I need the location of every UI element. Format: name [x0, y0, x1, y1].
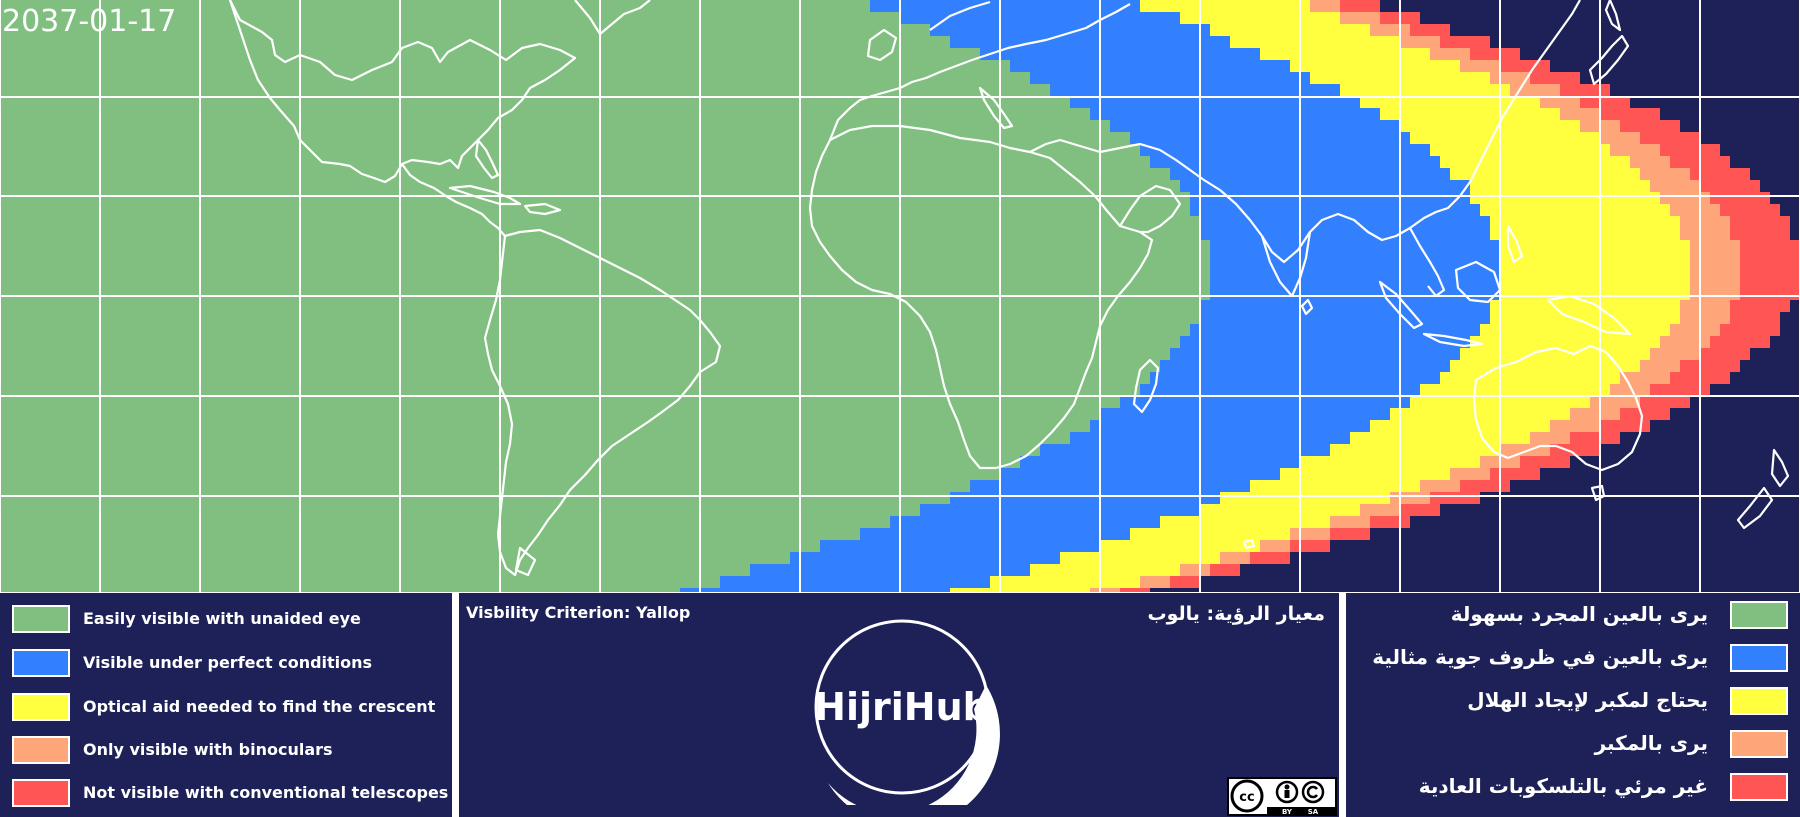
legend-swatch-yellow [1730, 687, 1788, 715]
coast-india [1260, 231, 1312, 298]
coast-britain [866, 28, 898, 62]
coast-europe [828, 3, 1131, 141]
coast-south-georgia [1242, 538, 1256, 550]
coast-central-america [401, 163, 506, 237]
by-text: BY [1282, 808, 1293, 816]
legend-item-ar-perfect-conditions: يرى بالعين في ظروف جوية مثالية [1346, 644, 1800, 674]
legend-label-ar: يرى بالمكبر [1594, 731, 1708, 755]
legend-swatch-green [1730, 601, 1788, 629]
legend-swatch-orange [12, 736, 70, 764]
coast-sumatra [1378, 280, 1424, 330]
legend-swatch-green [12, 605, 70, 633]
coast-new-zealand-north [1770, 448, 1790, 488]
coast-tierra-del-fuego [514, 546, 537, 577]
legend-item-ar-binoculars: يرى بالمكبر [1346, 730, 1800, 760]
legend-item-ar-easily-visible: يرى بالعين المجرد بسهولة [1346, 601, 1800, 631]
coast-arabia [1119, 184, 1182, 234]
coast-madagascar [1132, 358, 1160, 414]
coast-philippines [1506, 224, 1524, 264]
coastlines [228, 0, 1790, 577]
legend-label-ar: يحتاج لمكبر لإيجاد الهلال [1467, 688, 1708, 712]
legend-label-ar: يرى بالعين المجرد بسهولة [1450, 602, 1708, 626]
legend-item-binoculars: Only visible with binoculars [12, 736, 452, 766]
sa-text: SA [1308, 808, 1319, 816]
visibility-map [0, 0, 1800, 592]
coast-sri-lanka [1300, 298, 1314, 316]
legend-label-ar: غير مرئي بالتلسكوبات العادية [1418, 774, 1708, 798]
legend-swatch-yellow [12, 693, 70, 721]
coast-asia [1029, 0, 1581, 264]
legend-swatch-orange [1730, 730, 1788, 758]
hijrihub-logo: HijriHub [814, 619, 1000, 805]
coast-north-america [228, 0, 577, 184]
legend-label-ar: يرى بالعين في ظروف جوية مثالية [1372, 645, 1708, 669]
legend-label: Not visible with conventional telescopes [83, 783, 449, 802]
legend-label: Optical aid needed to find the crescent [83, 697, 436, 716]
logo-text: HijriHub [814, 685, 990, 729]
legend-swatch-blue [12, 649, 70, 677]
coast-japan [1588, 34, 1630, 86]
logo-crescent-fill [828, 685, 1000, 805]
coast-java [1422, 332, 1484, 348]
english-legend-panel: Easily visible with unaided eye Visible … [0, 593, 452, 817]
lat-lon-grid [0, 0, 1800, 592]
coast-borneo [1454, 260, 1502, 304]
coast-hispaniola [523, 202, 562, 216]
legend-item-ar-not-visible: غير مرئي بالتلسكوبات العادية [1346, 773, 1800, 803]
coast-tasmania [1590, 484, 1606, 502]
coast-florida [474, 138, 500, 180]
legend-label: Only visible with binoculars [83, 740, 333, 759]
coast-scandinavia [929, 0, 991, 31]
sa-icon [1301, 780, 1325, 804]
legend-swatch-red [12, 779, 70, 807]
coast-australia [1472, 344, 1644, 472]
criterion-english: Visbility Criterion: Yallop [466, 603, 691, 622]
coast-new-zealand-south [1736, 486, 1774, 530]
map-date: 2037-01-17 [2, 4, 177, 39]
coast-africa [808, 124, 1154, 470]
coast-new-guinea [1546, 294, 1632, 336]
cc-by-sa-badge: cc BY SA [1227, 777, 1337, 816]
legend-label: Visible under perfect conditions [83, 653, 373, 672]
legend-item-optical-aid: Optical aid needed to find the crescent [12, 693, 452, 723]
coast-south-america [483, 228, 722, 577]
criterion-arabic: معيار الرؤية: يالوب [1147, 603, 1326, 625]
arabic-legend-panel: يرى بالعين المجرد بسهولة يرى بالعين في ظ… [1346, 593, 1800, 817]
coast-italy [978, 86, 1014, 130]
legend-swatch-blue [1730, 644, 1788, 672]
criterion-panel: Visbility Criterion: Yallop معيار الرؤية… [459, 593, 1339, 817]
coast-greenland [574, 0, 651, 36]
legend-item-not-visible: Not visible with conventional telescopes [12, 779, 452, 809]
coast-sakhalin [1604, 0, 1622, 32]
legend-item-ar-optical-aid: يحتاج لمكبر لإيجاد الهلال [1346, 687, 1800, 717]
cc-text: cc [1239, 790, 1254, 805]
coast-cuba [448, 184, 522, 206]
cc-icon [1230, 779, 1264, 813]
legend-item-easily-visible: Easily visible with unaided eye [12, 605, 452, 635]
legend-swatch-red [1730, 773, 1788, 801]
legend-item-perfect-conditions: Visible under perfect conditions [12, 649, 452, 679]
legend-label: Easily visible with unaided eye [83, 609, 361, 628]
coast-indochina [1409, 227, 1446, 298]
